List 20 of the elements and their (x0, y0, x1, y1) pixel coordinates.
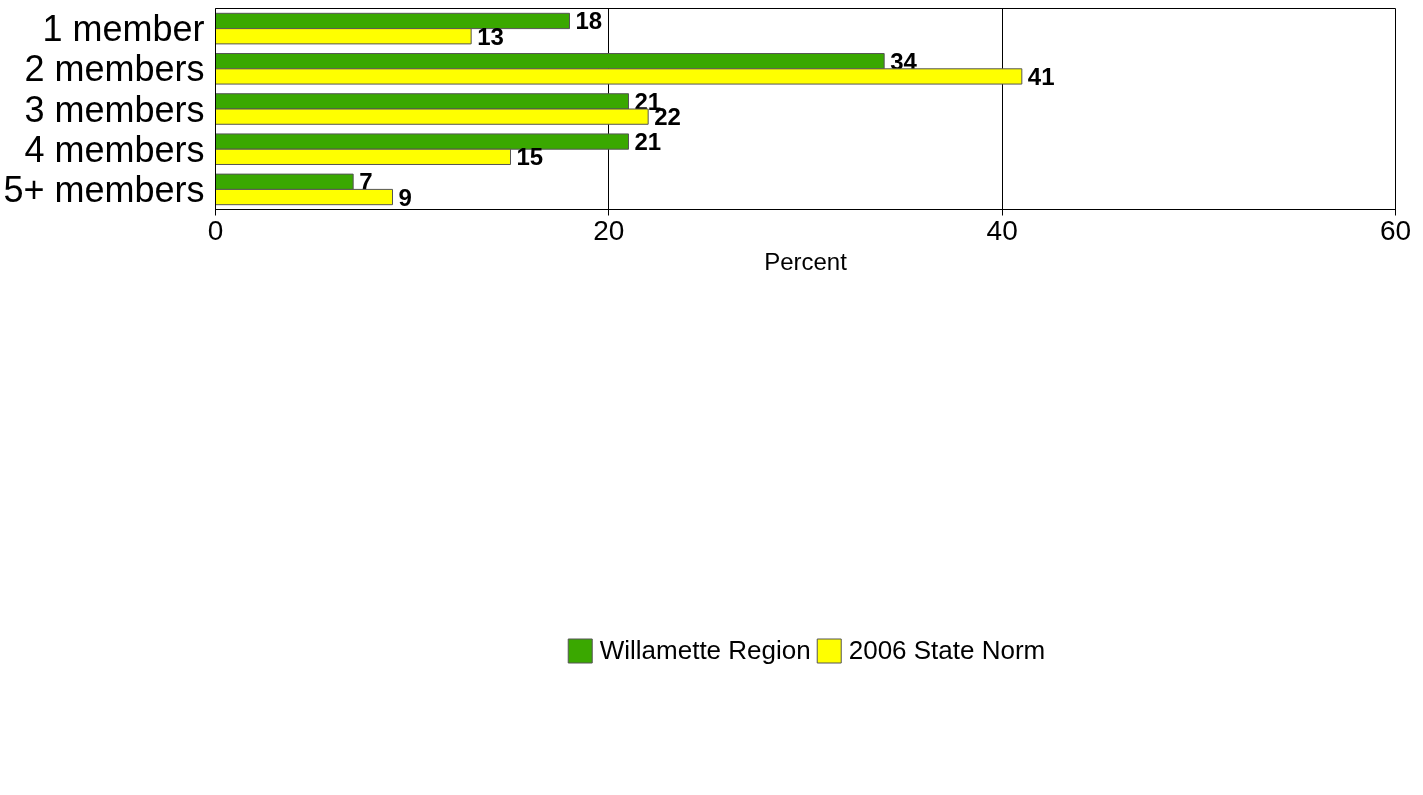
y-tick-label: 3 members (24, 88, 205, 130)
x-tick-label: 20 (593, 214, 625, 246)
y-tick-label: 2 members (24, 48, 205, 90)
data-label: 18 (575, 7, 603, 35)
data-label: 9 (398, 183, 412, 211)
x-tick-label: 0 (207, 214, 224, 246)
legend-label: Willamette Region (599, 634, 811, 666)
y-tick-label: 1 member (42, 8, 205, 50)
data-label: 7 (359, 168, 373, 196)
x-tick-label: 40 (986, 214, 1018, 246)
data-label: 13 (477, 22, 504, 50)
data-label: 15 (516, 143, 544, 171)
y-tick-label: 4 members (24, 128, 205, 170)
x-tick-label: 60 (1379, 214, 1412, 246)
y-tick-label: 5+ members (3, 168, 205, 210)
data-label: 21 (634, 128, 662, 156)
x-axis-title: Percent (764, 247, 848, 275)
legend-label: 2006 State Norm (848, 634, 1046, 666)
data-label: 41 (1027, 62, 1055, 90)
data-label: 34 (890, 47, 918, 75)
